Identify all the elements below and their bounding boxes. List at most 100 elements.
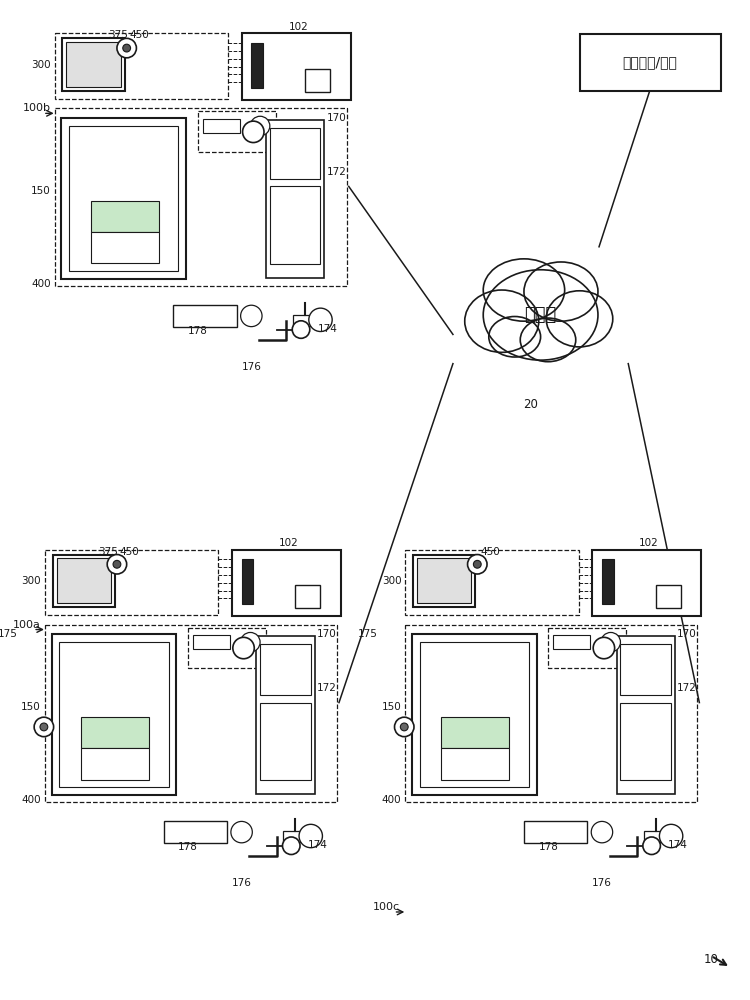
Ellipse shape [465, 290, 538, 352]
Text: 175: 175 [0, 629, 17, 639]
Bar [260, 644, 310, 695]
Bar [441, 748, 509, 780]
Circle shape [467, 555, 487, 574]
Bar [45, 550, 218, 615]
Bar [59, 642, 169, 787]
Bar [91, 232, 159, 263]
Bar [62, 38, 124, 91]
Bar [52, 634, 176, 795]
Circle shape [251, 116, 270, 136]
Circle shape [241, 632, 260, 652]
Bar [193, 635, 230, 649]
Circle shape [242, 121, 264, 143]
Bar [173, 305, 237, 327]
Text: 450: 450 [120, 547, 140, 557]
Circle shape [241, 305, 262, 327]
Text: 175: 175 [358, 629, 378, 639]
Bar [55, 108, 346, 286]
Text: 互联网: 互联网 [524, 306, 556, 324]
Bar [420, 642, 529, 787]
Bar [266, 120, 325, 278]
Circle shape [113, 560, 121, 568]
Bar [53, 555, 115, 607]
Text: 100b: 100b [22, 103, 50, 113]
Ellipse shape [483, 259, 565, 321]
Text: 170: 170 [677, 629, 697, 639]
Text: 20: 20 [523, 398, 538, 411]
Bar [620, 703, 671, 780]
Text: 178: 178 [178, 842, 198, 852]
Circle shape [232, 637, 254, 659]
Bar [413, 555, 476, 607]
Bar [66, 42, 121, 87]
Bar [616, 636, 675, 794]
Bar [656, 585, 681, 608]
Circle shape [40, 723, 48, 731]
Circle shape [309, 308, 332, 332]
Bar [202, 119, 240, 133]
Text: 450: 450 [130, 30, 149, 40]
Bar [62, 118, 186, 279]
Bar [232, 550, 341, 616]
Circle shape [394, 717, 414, 737]
Bar [69, 126, 178, 271]
Text: 102: 102 [639, 538, 658, 548]
Bar [417, 558, 472, 603]
Circle shape [601, 632, 620, 652]
Text: 178: 178 [188, 326, 208, 336]
Text: 102: 102 [278, 538, 298, 548]
Bar [620, 644, 671, 695]
Bar [91, 201, 159, 232]
Text: 102: 102 [288, 22, 308, 32]
Text: 375: 375 [98, 547, 118, 557]
Bar [242, 559, 254, 604]
Text: 10: 10 [704, 953, 718, 966]
Text: 170: 170 [316, 629, 336, 639]
Bar [164, 821, 227, 843]
Bar [260, 703, 310, 780]
Text: 172: 172 [677, 683, 697, 693]
Text: 150: 150 [31, 186, 51, 196]
Circle shape [643, 837, 661, 855]
Circle shape [123, 44, 130, 52]
Ellipse shape [489, 317, 541, 357]
Bar [81, 717, 149, 748]
Bar [188, 628, 266, 668]
Text: 150: 150 [21, 702, 41, 712]
Circle shape [473, 560, 482, 568]
Bar [412, 634, 537, 795]
Bar [548, 628, 626, 668]
Bar [45, 625, 337, 802]
Text: 172: 172 [326, 167, 346, 177]
Text: 300: 300 [382, 576, 401, 586]
Text: 375: 375 [108, 30, 128, 40]
Ellipse shape [520, 318, 576, 362]
Circle shape [659, 824, 682, 848]
Text: 400: 400 [31, 279, 51, 289]
Bar [296, 585, 320, 608]
Circle shape [292, 321, 310, 338]
Text: 100a: 100a [13, 620, 40, 630]
Bar [441, 717, 509, 748]
Bar [56, 558, 111, 603]
Text: 174: 174 [317, 324, 338, 334]
Text: 176: 176 [592, 878, 612, 888]
Bar [405, 550, 578, 615]
Circle shape [299, 824, 322, 848]
Bar [242, 33, 351, 100]
Bar [198, 111, 276, 152]
Ellipse shape [546, 291, 613, 347]
Circle shape [34, 717, 54, 737]
Bar [602, 559, 613, 604]
Bar [644, 831, 668, 842]
Bar [270, 128, 320, 179]
Bar [256, 636, 315, 794]
Bar [524, 821, 587, 843]
Text: 450: 450 [480, 547, 500, 557]
Ellipse shape [524, 262, 598, 321]
Bar [293, 315, 316, 326]
Text: 400: 400 [21, 795, 41, 805]
Text: 300: 300 [21, 576, 41, 586]
Bar [305, 69, 330, 92]
Bar [405, 625, 698, 802]
